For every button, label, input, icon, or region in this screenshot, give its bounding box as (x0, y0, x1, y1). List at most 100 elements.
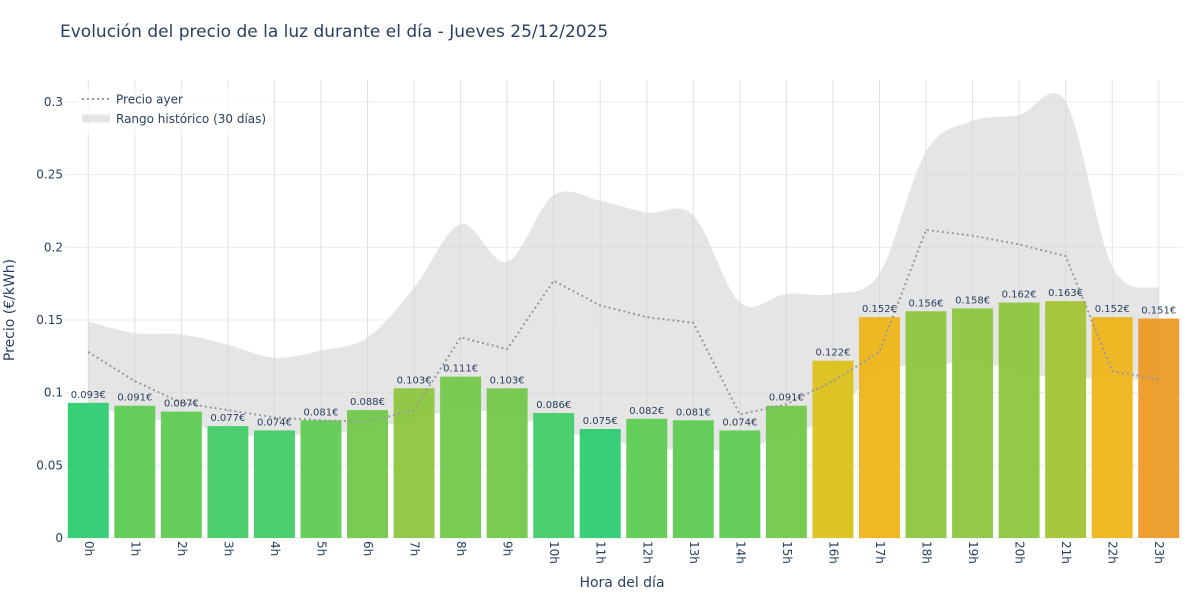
x-tick-label: 23h (1152, 541, 1166, 564)
yesterday-price-line (87, 228, 1159, 423)
bar-value-label: 0.103€ (397, 375, 432, 386)
bar-value-label: 0.088€ (350, 397, 385, 408)
bar-value-label: 0.082€ (629, 406, 664, 417)
yesterday-price-point (832, 380, 834, 382)
price-bar[interactable] (765, 405, 807, 538)
x-tick-label: 11h (594, 541, 608, 564)
axis-layer: 0 0.05 0.1 0.15 0.2 0.25 0.3 0h 1h 2h 3h 4h 5h 6h 7h 8h… (36, 95, 1166, 564)
x-tick-label: 21h (1059, 541, 1073, 564)
yesterday-price-point (692, 322, 694, 324)
yesterday-price-point (87, 351, 89, 353)
yesterday-price-point (646, 316, 648, 318)
price-bar[interactable] (253, 430, 295, 538)
price-bar[interactable] (533, 413, 575, 538)
legend-range-swatch[interactable] (82, 114, 110, 123)
bar-layer (67, 301, 1180, 538)
price-bar[interactable] (952, 308, 994, 538)
yesterday-price-point (227, 409, 229, 411)
price-bar[interactable] (440, 376, 482, 538)
price-bar[interactable] (859, 317, 900, 538)
price-bar[interactable] (1091, 317, 1133, 538)
price-bar[interactable] (347, 410, 388, 538)
x-tick-label: 12h (640, 541, 654, 564)
price-bar[interactable] (1045, 301, 1087, 538)
bar-value-label: 0.152€ (862, 304, 897, 315)
y-tick-label: 0 (55, 531, 63, 545)
yesterday-price-point (460, 336, 462, 338)
x-tick-label: 13h (687, 541, 701, 564)
y-tick-label: 0.2 (44, 240, 63, 254)
legend-label-range[interactable]: Rango histórico (30 días) (116, 112, 266, 126)
yesterday-price-point (785, 403, 787, 405)
bar-value-label: 0.111€ (443, 364, 478, 375)
yesterday-price-point (1111, 370, 1113, 372)
bar-value-label: 0.077€ (210, 413, 245, 424)
yesterday-price-point (739, 413, 741, 415)
price-bar[interactable] (1138, 318, 1180, 538)
bar-value-label: 0.103€ (490, 375, 525, 386)
x-tick-label: 9h (501, 541, 515, 556)
bar-value-label: 0.087€ (164, 399, 199, 410)
yesterday-price-point (413, 409, 415, 411)
x-tick-label: 7h (408, 541, 422, 556)
price-bar[interactable] (393, 388, 435, 538)
x-tick-label: 14h (733, 541, 747, 564)
bar-value-label: 0.156€ (909, 298, 944, 309)
yesterday-price-point (180, 402, 182, 404)
bar-value-label: 0.074€ (722, 417, 757, 428)
x-tick-label: 22h (1106, 541, 1120, 564)
price-bar[interactable] (812, 360, 854, 538)
price-bar[interactable] (207, 426, 249, 538)
historical-range-area (88, 92, 1159, 451)
chart-title: Evolución del precio de la luz durante e… (60, 22, 609, 42)
price-bar[interactable] (579, 429, 621, 538)
yesterday-price-point (506, 348, 508, 350)
bar-value-label: 0.091€ (117, 393, 152, 404)
yesterday-price-point (320, 419, 322, 421)
yesterday-price-point (1158, 379, 1160, 381)
x-tick-label: 15h (780, 541, 794, 564)
x-tick-label: 1h (128, 541, 142, 556)
price-bar[interactable] (160, 411, 202, 538)
yesterday-price-point (925, 229, 927, 231)
x-tick-label: 18h (920, 541, 934, 564)
y-tick-label: 0.15 (36, 313, 63, 327)
bar-value-label: 0.086€ (536, 400, 571, 411)
price-bar[interactable] (626, 418, 668, 538)
yesterday-price-point (972, 235, 974, 237)
price-bar[interactable] (719, 430, 761, 538)
y-tick-label: 0.25 (36, 168, 63, 182)
x-tick-label: 16h (826, 541, 840, 564)
yesterday-price-point (367, 421, 369, 423)
bar-value-label: 0.162€ (1002, 290, 1037, 301)
x-tick-label: 20h (1013, 541, 1027, 564)
price-bar[interactable] (905, 311, 947, 538)
price-bar[interactable] (67, 402, 109, 538)
legend-label-yesterday[interactable]: Precio ayer (116, 93, 183, 107)
x-tick-label: 2h (175, 541, 189, 556)
yesterday-price-point (273, 416, 275, 418)
legend: Precio ayer Rango histórico (30 días) (77, 90, 272, 134)
x-tick-label: 8h (454, 541, 468, 556)
bar-value-label: 0.152€ (1095, 304, 1130, 315)
x-tick-label: 0h (82, 541, 96, 556)
bar-value-label: 0.074€ (257, 417, 292, 428)
x-tick-label: 10h (547, 541, 561, 564)
y-tick-label: 0.05 (36, 458, 63, 472)
range-layer (88, 92, 1159, 451)
x-tick-label: 3h (221, 541, 235, 556)
y-tick-label: 0.3 (44, 95, 63, 109)
price-bar[interactable] (998, 302, 1040, 538)
x-axis-title: Hora del día (579, 575, 664, 591)
x-tick-label: 19h (966, 541, 980, 564)
price-bar[interactable] (114, 405, 156, 538)
bar-value-label: 0.075€ (583, 416, 618, 427)
yesterday-price-point (1065, 255, 1067, 257)
line-layer (87, 228, 1160, 423)
price-bar[interactable] (300, 420, 342, 538)
yesterday-price-point (553, 280, 555, 282)
price-bar[interactable] (486, 388, 528, 538)
price-bar[interactable] (672, 420, 714, 538)
yesterday-price-point (878, 351, 880, 353)
